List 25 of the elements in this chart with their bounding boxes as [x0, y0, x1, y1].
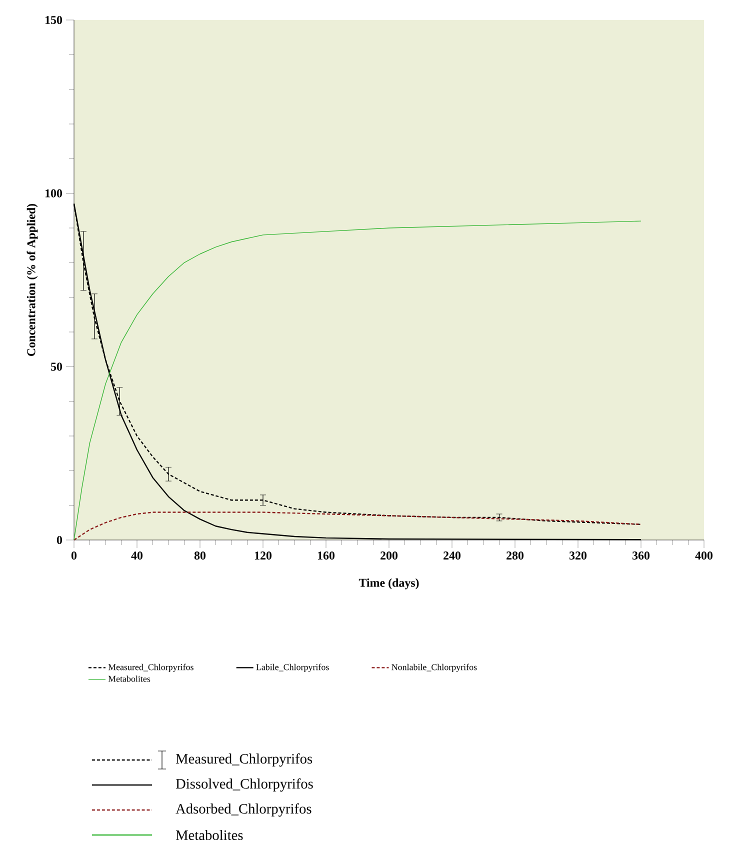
legend-label: Measured_Chlorpyrifos	[108, 664, 194, 672]
y-tick-label: 0	[56, 536, 62, 544]
x-tick-label: 360	[632, 552, 650, 560]
text: Dissolved_Chlorpyrifos	[176, 778, 313, 792]
x-axis-title: Time (days)	[358, 578, 419, 590]
text: Adsorbed_Chlorpyrifos	[176, 803, 312, 817]
x-tick-label: 320	[569, 552, 587, 560]
x-tick-label: 400	[695, 552, 713, 560]
x-tick-label: 200	[380, 552, 398, 560]
y-tick-label: 100	[46, 189, 62, 198]
y-tick-label: 50	[51, 362, 62, 371]
legend-label: Nonlabile_Chlorpyrifos	[392, 664, 477, 672]
x-tick-label: 120	[254, 552, 272, 560]
text: Measured_Chlorpyrifos	[176, 753, 312, 767]
text: Metabolites	[176, 830, 243, 840]
x-tick-label: 80	[194, 552, 206, 560]
y-axis-title: Concentration (% of Applied)	[26, 204, 38, 356]
x-tick-label: 40	[131, 552, 143, 560]
legend-label: Labile_Chlorpyrifos	[256, 664, 329, 672]
legend-label: Metabolites	[108, 676, 150, 682]
x-tick-label: 0	[71, 552, 77, 560]
x-tick-label: 240	[444, 552, 461, 560]
x-tick-label: 160	[318, 552, 335, 560]
y-tick-label: 150	[46, 16, 62, 24]
x-tick-label: 280	[506, 552, 524, 560]
